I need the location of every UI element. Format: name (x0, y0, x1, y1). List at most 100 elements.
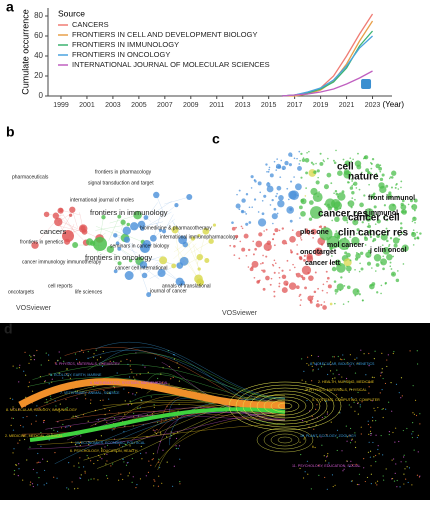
dot (140, 453, 141, 454)
network-node (327, 173, 332, 178)
dot (167, 462, 168, 463)
network-node (305, 158, 310, 163)
dot (159, 467, 160, 468)
dot (419, 423, 420, 424)
network-node (382, 173, 385, 176)
dot (354, 359, 355, 360)
dot (154, 404, 155, 405)
network-node (262, 200, 264, 202)
dot (114, 418, 115, 419)
dot (337, 430, 338, 431)
network-node (130, 222, 138, 230)
dot (388, 402, 389, 403)
dot (136, 392, 137, 393)
dot (80, 478, 81, 479)
network-node (305, 187, 307, 189)
dot (339, 412, 340, 413)
network-node (328, 284, 332, 288)
node-label: mol cancer (327, 242, 364, 249)
network-node (58, 208, 64, 214)
dot (155, 358, 156, 359)
x-tick-label: 2013 (235, 102, 251, 109)
dot (404, 468, 405, 469)
network-node (44, 212, 50, 218)
network-node (327, 204, 330, 207)
dot (25, 375, 26, 376)
dot (148, 472, 149, 473)
dot (346, 441, 347, 442)
dot (382, 389, 383, 390)
dot (154, 432, 155, 433)
network-node (380, 178, 383, 181)
dot (100, 400, 101, 401)
dot (417, 475, 418, 476)
dot (378, 445, 379, 446)
network-node (411, 232, 414, 235)
node-label: clin cancer res (338, 228, 408, 239)
network-node (174, 203, 178, 207)
network-node (279, 230, 281, 232)
network-node (378, 182, 384, 188)
cluster-label: 2. HEALTH, NURSING, MEDICINE (318, 380, 375, 384)
network-node (317, 196, 319, 198)
dot (56, 478, 57, 479)
dot (11, 417, 12, 418)
network-node (334, 280, 337, 283)
dot (148, 460, 149, 461)
network-node (299, 205, 303, 209)
network-node (274, 228, 278, 232)
network-node (290, 251, 293, 254)
network-node (288, 199, 290, 201)
dot (419, 475, 420, 476)
dot (374, 351, 375, 352)
dot (311, 488, 312, 489)
network-node (254, 248, 257, 251)
dot (10, 398, 11, 399)
network-node (363, 158, 365, 160)
dot (358, 413, 359, 414)
dot (33, 355, 34, 356)
dot (36, 350, 37, 351)
dot (337, 450, 338, 451)
network-node (275, 169, 277, 171)
network-node (241, 198, 245, 202)
network-node (350, 186, 353, 189)
network-node (274, 161, 276, 163)
dot (396, 384, 397, 385)
dot (406, 428, 407, 429)
network-node (294, 267, 296, 269)
network-node (276, 158, 278, 160)
network-node (278, 165, 281, 168)
dot (352, 439, 353, 440)
dot (400, 397, 401, 398)
network-node (289, 269, 291, 271)
dot (31, 423, 32, 424)
network-node (397, 270, 399, 272)
network-node (159, 256, 167, 264)
dot (29, 355, 30, 356)
dot (388, 354, 389, 355)
dot (375, 435, 376, 436)
dot (392, 478, 393, 479)
node-label: cancer cell international (115, 265, 168, 271)
network-node (263, 195, 266, 198)
network-node (300, 211, 306, 217)
dot (135, 394, 136, 395)
dot (55, 405, 56, 406)
network-node (271, 199, 273, 201)
network-node (356, 187, 358, 189)
network-node (392, 256, 394, 258)
network-node (275, 195, 277, 197)
dot (352, 480, 353, 481)
dot (62, 424, 63, 425)
dot (336, 370, 337, 371)
dot (73, 416, 74, 417)
network-node (269, 167, 271, 169)
dot (70, 426, 71, 427)
network-node (365, 244, 367, 246)
network-node (362, 299, 364, 301)
network-node (258, 218, 266, 226)
dot (412, 412, 413, 413)
dot (360, 350, 361, 351)
